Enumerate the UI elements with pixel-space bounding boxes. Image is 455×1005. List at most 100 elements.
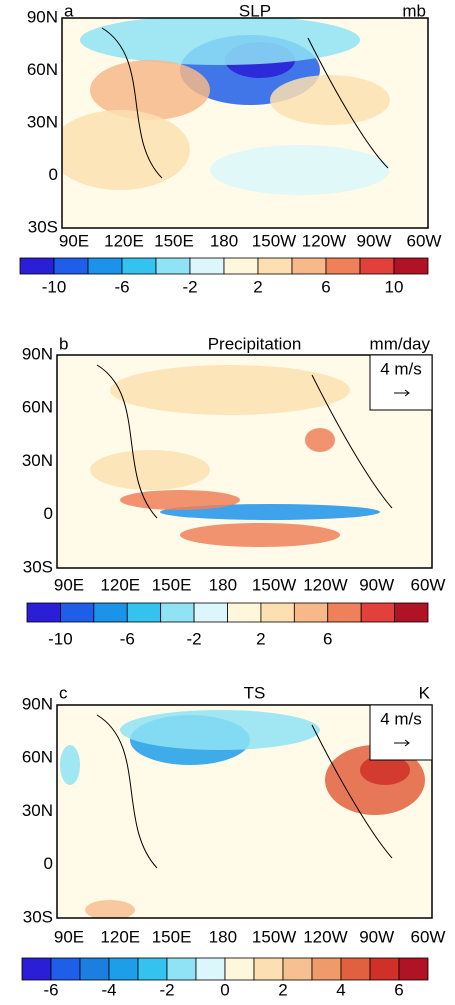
colorbar-box [325,257,361,275]
colorbar-label: 2 [253,277,262,296]
colorbar-label: -2 [182,277,197,296]
field-blob [305,428,335,452]
colorbar-box [223,257,259,275]
panel-title: SLP [239,1,271,20]
colorbar-box [189,257,225,275]
panel-title: TS [244,683,266,702]
colorbar-box [93,602,128,623]
colorbar-box [87,257,123,275]
map-field [60,710,425,918]
colorbar-box [282,957,313,981]
panel-label: c [59,683,68,702]
panel-units: mm/day [370,334,431,353]
colorbar-box [253,957,284,981]
lon-label: 150E [152,927,192,946]
colorbar-label: -6 [114,277,129,296]
field-blob [60,745,80,785]
field-blob [85,900,135,918]
colorbar-label: 0 [220,980,229,999]
panel-label: a [64,1,74,20]
vector-ref-box [369,704,433,761]
colorbar-label: -10 [42,277,67,296]
lon-label: 90W [357,231,392,250]
colorbar-box [393,257,429,275]
lon-label: 90E [59,231,89,250]
colorbar-box [260,602,295,623]
colorbar-box [126,602,162,623]
colorbar-box [193,602,228,623]
lon-label: 90E [54,927,84,946]
vector-ref-label: 4 m/s [380,359,422,378]
colorbar-box [26,602,61,623]
colorbar-label: 4 [336,980,345,999]
colorbar-label: -2 [187,629,202,648]
map-frame [56,354,433,569]
lon-label: 150W [252,927,296,946]
colorbar-box [166,957,197,981]
lat-label: 30S [28,217,58,236]
colorbar-label: -4 [101,980,116,999]
colorbar-label: -6 [120,629,135,648]
lon-label: 120E [100,575,140,594]
colorbar-box [137,957,168,981]
lat-label: 30S [23,907,53,926]
lat-label: 60N [22,748,53,767]
lon-label: 180 [209,927,237,946]
colorbar-box [257,257,293,275]
lon-label: 120W [303,575,347,594]
field-blob [270,75,390,125]
colorbar-box [108,957,139,981]
colorbar-box [398,957,429,981]
lon-label: 180 [210,231,238,250]
field-blob [360,755,410,785]
colorbar-box [359,257,395,275]
colorbar-box [224,957,255,981]
colorbar-box [160,602,195,623]
field-blob [180,523,340,547]
colorbar-box [155,257,191,275]
lat-label: 0 [44,854,53,873]
colorbar-box [53,257,89,275]
lat-label: 0 [44,504,53,523]
lat-label: 30N [27,112,58,131]
vector-ref-head [404,739,410,747]
colorbar-box [360,602,395,623]
field-blob [90,60,210,120]
lon-label: 120W [303,927,347,946]
lon-label: 150W [252,575,296,594]
lat-label: 30N [22,451,53,470]
coastline [101,27,389,179]
lon-label: 90W [359,927,394,946]
vector-ref-label: 4 m/s [380,709,422,728]
panel-units: K [419,683,431,702]
field-blob [120,710,320,750]
colorbar-label: -2 [159,980,174,999]
colorbar-box [50,957,81,981]
colorbar-label: 6 [323,629,332,648]
vector-ref-head [404,389,410,397]
lon-label: 120W [302,231,346,250]
lat-label: 90N [22,694,53,713]
lon-label: 150E [152,575,192,594]
field-blob [110,365,350,415]
map-frame [61,17,429,229]
colorbar-label: 6 [321,277,330,296]
colorbar-box [369,957,400,981]
lat-label: 60N [27,60,58,79]
vector-ref-box [369,354,433,411]
lat-label: 30N [22,801,53,820]
lon-label: 60W [411,575,446,594]
field-blob [120,490,240,510]
colorbar-box [227,602,262,623]
colorbar-box [19,257,55,275]
field-blob [90,450,210,490]
lon-label: 60W [407,231,442,250]
colorbar-label: 2 [278,980,287,999]
lon-label: 90E [54,575,84,594]
panel-units: mb [402,1,426,20]
colorbar-box [340,957,371,981]
lat-label: 60N [22,398,53,417]
field-blob [80,18,360,65]
colorbar-box [394,602,429,623]
